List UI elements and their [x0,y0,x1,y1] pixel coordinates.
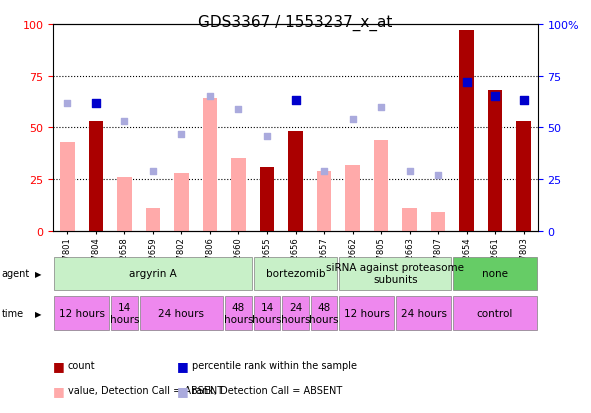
Text: percentile rank within the sample: percentile rank within the sample [192,361,357,370]
Point [177,131,186,138]
Bar [231,159,246,231]
Bar [311,297,337,330]
Bar [254,257,337,290]
Text: 14
hours: 14 hours [110,303,139,324]
Bar [288,132,303,231]
Bar [517,122,531,231]
Text: bortezomib: bortezomib [266,268,325,279]
Bar [459,31,473,231]
Text: 48
hours: 48 hours [224,303,253,324]
Text: 12 hours: 12 hours [59,309,105,318]
Bar [345,165,360,231]
Text: 48
hours: 48 hours [309,303,339,324]
Point [376,104,386,111]
Point [405,168,414,175]
Text: GDS3367 / 1553237_x_at: GDS3367 / 1553237_x_at [199,14,392,31]
Bar [453,257,537,290]
Bar [396,297,452,330]
Text: ▶: ▶ [35,309,42,318]
Text: time: time [2,309,24,318]
Point [519,98,528,104]
Point [291,98,300,104]
Text: ■: ■ [177,384,189,397]
Bar [488,91,502,231]
Text: rank, Detection Call = ABSENT: rank, Detection Call = ABSENT [192,385,342,395]
Point [148,168,158,175]
Bar [139,297,223,330]
Text: ■: ■ [177,359,189,372]
Point [91,100,100,107]
Bar [118,178,132,231]
Text: 24 hours: 24 hours [401,309,447,318]
Text: siRNA against proteasome
subunits: siRNA against proteasome subunits [326,263,465,285]
Text: 14
hours: 14 hours [252,303,282,324]
Point [63,100,72,107]
Text: 24 hours: 24 hours [158,309,204,318]
Text: count: count [68,361,96,370]
Text: 24
hours: 24 hours [281,303,310,324]
Point [348,116,357,123]
Bar [174,173,189,231]
Bar [431,213,445,231]
Point [433,172,443,179]
Bar [453,297,537,330]
Point [319,168,329,175]
Text: ■: ■ [53,384,65,397]
Text: agent: agent [2,268,30,279]
Bar [317,171,331,231]
Bar [60,142,74,231]
Point [462,79,471,86]
Bar [339,297,394,330]
Text: control: control [477,309,513,318]
Bar [111,297,138,330]
Bar [54,257,252,290]
Text: value, Detection Call = ABSENT: value, Detection Call = ABSENT [68,385,223,395]
Bar [282,297,309,330]
Point [205,94,215,100]
Bar [260,167,274,231]
Text: 12 hours: 12 hours [344,309,390,318]
Bar [89,122,103,231]
Point [491,94,500,100]
Bar [146,209,160,231]
Bar [374,140,388,231]
Bar [54,297,109,330]
Point [234,106,243,113]
Text: ▶: ▶ [35,269,42,278]
Bar [339,257,452,290]
Text: argyrin A: argyrin A [129,268,177,279]
Bar [402,209,417,231]
Point [262,133,272,140]
Text: ■: ■ [53,359,65,372]
Bar [254,297,280,330]
Point [120,119,129,125]
Text: none: none [482,268,508,279]
Bar [203,99,217,231]
Bar [225,297,252,330]
